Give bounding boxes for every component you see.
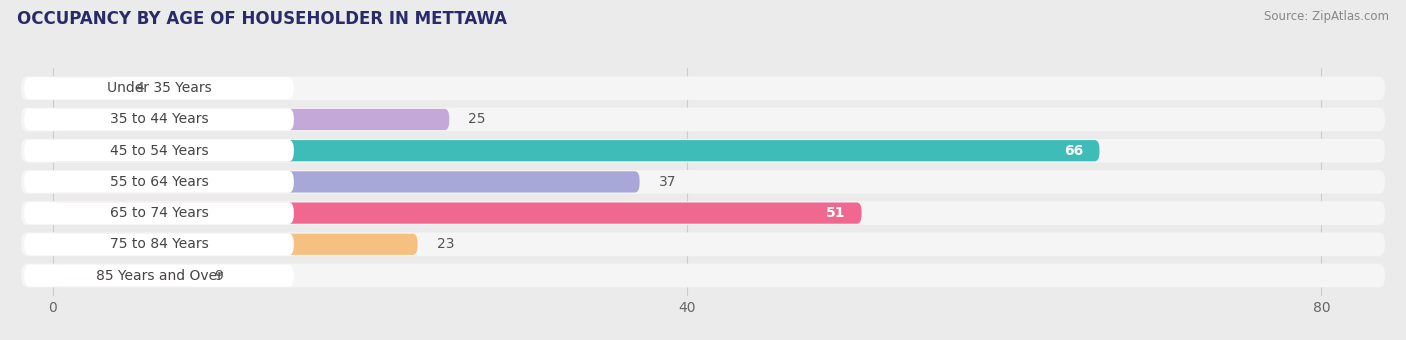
Text: 66: 66 (1064, 144, 1084, 158)
Text: 23: 23 (437, 237, 454, 251)
FancyBboxPatch shape (21, 108, 1385, 131)
FancyBboxPatch shape (21, 233, 1385, 256)
FancyBboxPatch shape (24, 78, 294, 99)
FancyBboxPatch shape (53, 234, 418, 255)
FancyBboxPatch shape (21, 139, 1385, 163)
FancyBboxPatch shape (24, 140, 294, 161)
Text: OCCUPANCY BY AGE OF HOUSEHOLDER IN METTAWA: OCCUPANCY BY AGE OF HOUSEHOLDER IN METTA… (17, 10, 508, 28)
Text: 51: 51 (827, 206, 846, 220)
Text: 9: 9 (215, 269, 224, 283)
Text: 25: 25 (468, 113, 486, 126)
FancyBboxPatch shape (53, 171, 640, 192)
FancyBboxPatch shape (24, 265, 294, 286)
Text: 45 to 54 Years: 45 to 54 Years (110, 144, 208, 158)
FancyBboxPatch shape (53, 140, 1099, 161)
Text: Under 35 Years: Under 35 Years (107, 81, 211, 95)
FancyBboxPatch shape (21, 76, 1385, 100)
FancyBboxPatch shape (21, 264, 1385, 287)
Text: 35 to 44 Years: 35 to 44 Years (110, 113, 208, 126)
FancyBboxPatch shape (53, 265, 195, 286)
Text: Source: ZipAtlas.com: Source: ZipAtlas.com (1264, 10, 1389, 23)
Text: 37: 37 (658, 175, 676, 189)
FancyBboxPatch shape (21, 201, 1385, 225)
Text: 85 Years and Over: 85 Years and Over (96, 269, 222, 283)
Text: 55 to 64 Years: 55 to 64 Years (110, 175, 208, 189)
FancyBboxPatch shape (53, 109, 450, 130)
FancyBboxPatch shape (24, 202, 294, 224)
FancyBboxPatch shape (24, 171, 294, 193)
Text: 75 to 84 Years: 75 to 84 Years (110, 237, 208, 251)
FancyBboxPatch shape (53, 78, 117, 99)
Text: 65 to 74 Years: 65 to 74 Years (110, 206, 208, 220)
FancyBboxPatch shape (21, 170, 1385, 194)
FancyBboxPatch shape (53, 203, 862, 224)
FancyBboxPatch shape (24, 233, 294, 255)
Text: 4: 4 (135, 81, 143, 95)
FancyBboxPatch shape (24, 108, 294, 131)
